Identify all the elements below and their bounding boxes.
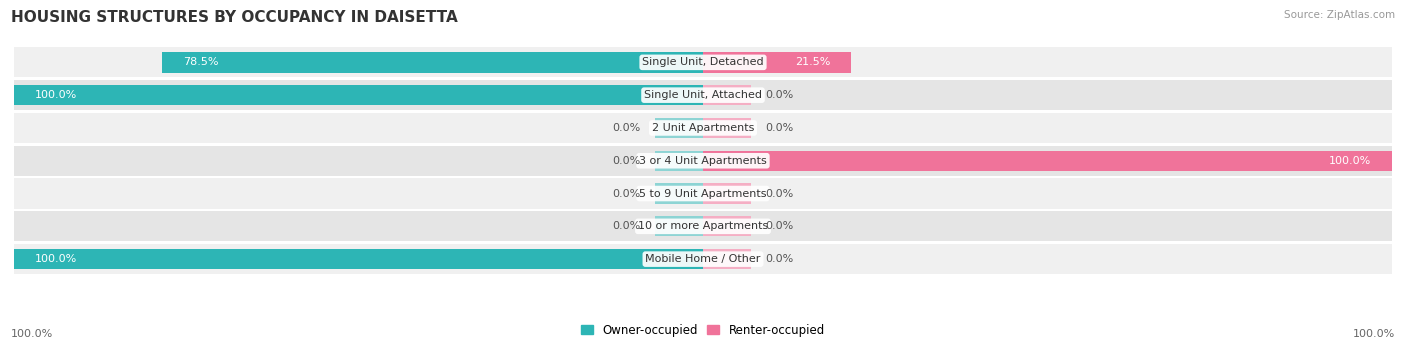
Bar bbox=[703, 249, 751, 269]
Text: 0.0%: 0.0% bbox=[765, 221, 793, 231]
Text: 100.0%: 100.0% bbox=[35, 254, 77, 264]
Bar bbox=[703, 216, 751, 237]
Bar bbox=[703, 118, 751, 138]
Text: 3 or 4 Unit Apartments: 3 or 4 Unit Apartments bbox=[640, 156, 766, 166]
Text: Single Unit, Detached: Single Unit, Detached bbox=[643, 57, 763, 67]
Text: 0.0%: 0.0% bbox=[765, 188, 793, 199]
Bar bbox=[14, 146, 1392, 176]
Bar bbox=[655, 150, 703, 171]
Text: HOUSING STRUCTURES BY OCCUPANCY IN DAISETTA: HOUSING STRUCTURES BY OCCUPANCY IN DAISE… bbox=[11, 10, 458, 25]
Text: Mobile Home / Other: Mobile Home / Other bbox=[645, 254, 761, 264]
Bar bbox=[14, 244, 1392, 274]
Bar bbox=[703, 52, 851, 73]
Bar bbox=[655, 118, 703, 138]
Bar bbox=[162, 52, 703, 73]
Text: 5 to 9 Unit Apartments: 5 to 9 Unit Apartments bbox=[640, 188, 766, 199]
Text: Single Unit, Attached: Single Unit, Attached bbox=[644, 90, 762, 100]
Text: 2 Unit Apartments: 2 Unit Apartments bbox=[652, 123, 754, 133]
Text: 0.0%: 0.0% bbox=[765, 254, 793, 264]
Text: 78.5%: 78.5% bbox=[183, 57, 218, 67]
Bar bbox=[14, 211, 1392, 241]
Bar bbox=[14, 85, 703, 105]
Bar bbox=[703, 183, 751, 204]
Text: 10 or more Apartments: 10 or more Apartments bbox=[638, 221, 768, 231]
Text: 100.0%: 100.0% bbox=[1353, 329, 1395, 339]
Text: Source: ZipAtlas.com: Source: ZipAtlas.com bbox=[1284, 10, 1395, 20]
Text: 0.0%: 0.0% bbox=[765, 123, 793, 133]
Legend: Owner-occupied, Renter-occupied: Owner-occupied, Renter-occupied bbox=[576, 319, 830, 342]
Bar bbox=[14, 113, 1392, 143]
Text: 21.5%: 21.5% bbox=[794, 57, 831, 67]
Text: 0.0%: 0.0% bbox=[613, 188, 641, 199]
Bar bbox=[14, 80, 1392, 110]
Bar bbox=[14, 47, 1392, 77]
Bar bbox=[703, 150, 1392, 171]
Text: 100.0%: 100.0% bbox=[1329, 156, 1371, 166]
Bar bbox=[655, 216, 703, 237]
Text: 0.0%: 0.0% bbox=[613, 156, 641, 166]
Text: 0.0%: 0.0% bbox=[765, 90, 793, 100]
Text: 0.0%: 0.0% bbox=[613, 221, 641, 231]
Text: 100.0%: 100.0% bbox=[11, 329, 53, 339]
Bar bbox=[14, 249, 703, 269]
Bar bbox=[655, 183, 703, 204]
Bar bbox=[703, 85, 751, 105]
Text: 0.0%: 0.0% bbox=[613, 123, 641, 133]
Text: 100.0%: 100.0% bbox=[35, 90, 77, 100]
Bar bbox=[14, 179, 1392, 209]
